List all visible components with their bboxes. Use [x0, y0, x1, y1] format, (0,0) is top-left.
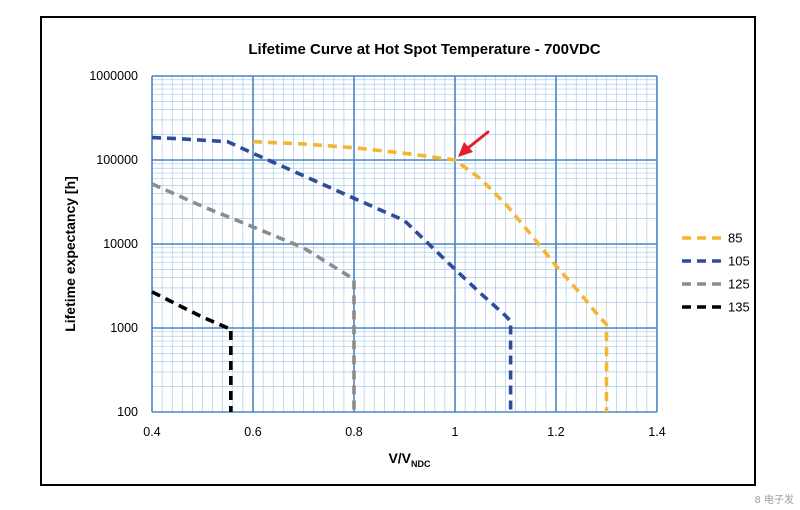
y-axis-label: Lifetime expectancy [h] [62, 176, 78, 332]
arrow-head [458, 142, 473, 157]
x-tick-label: 1 [452, 425, 459, 439]
x-tick-label: 0.4 [143, 425, 160, 439]
x-tick-label: 1.4 [648, 425, 665, 439]
x-tick-label: 0.6 [244, 425, 261, 439]
watermark-text: 8 电子发 [754, 495, 794, 506]
y-tick-label: 1000 [110, 321, 138, 335]
y-tick-label: 100 [117, 405, 138, 419]
series-line-85 [252, 139, 609, 412]
chart-frame: 0.4 0.6 0.8 1 1.2 1.4 100 1000 10000 100000 100000… [40, 16, 756, 486]
y-tick-label: 1000000 [89, 69, 138, 83]
series-line-105 [151, 135, 513, 412]
x-tick-label: 0.8 [345, 425, 362, 439]
legend-label-85: 85 [728, 231, 742, 246]
y-tick-label: 10000 [103, 237, 138, 251]
legend-label-105: 105 [728, 254, 750, 269]
chart-title: Lifetime Curve at Hot Spot Temperature -… [248, 41, 600, 58]
legend-label-135: 135 [728, 300, 750, 315]
series-line-125 [151, 182, 356, 412]
legend-label-125: 125 [728, 277, 750, 292]
series-line-135 [151, 290, 233, 412]
x-tick-label: 1.2 [547, 425, 564, 439]
lifetime-chart: 0.4 0.6 0.8 1 1.2 1.4 100 1000 10000 100000 100000… [62, 41, 750, 469]
x-axis-label: V/VNDC [388, 450, 431, 469]
arrow-shaft [466, 130, 490, 150]
y-tick-label: 100000 [96, 153, 138, 167]
